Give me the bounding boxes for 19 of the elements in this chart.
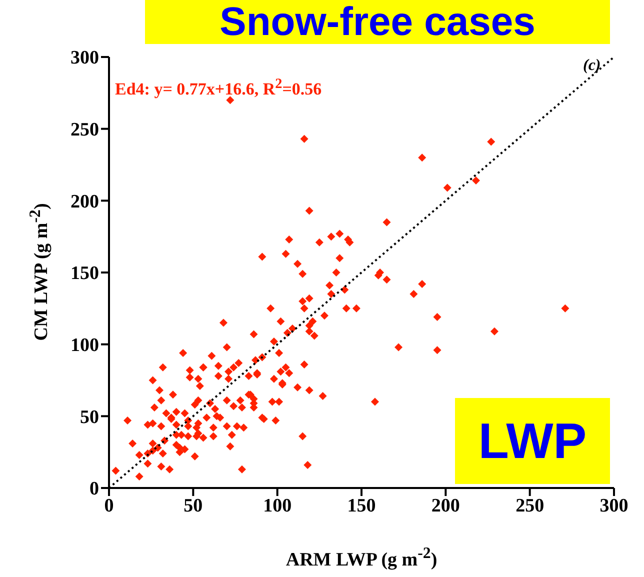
chart-title: Snow-free cases <box>145 0 610 44</box>
y-tick-label: 200 <box>70 191 99 212</box>
annotation: LWP <box>455 398 610 484</box>
y-tick-label: 150 <box>70 263 99 284</box>
y-tick-label: 300 <box>70 48 99 69</box>
y-tick-label: 50 <box>80 406 99 428</box>
annotation: Ed4: y= 0.77x+16.6, R$^{2}$=0.56 <box>115 76 322 100</box>
y-tick-label: 250 <box>70 120 99 141</box>
x-tick-label: 0 <box>104 495 114 516</box>
x-tick-label: 50 <box>184 495 203 516</box>
x-tick-label: 150 <box>347 495 376 516</box>
x-tick-label: 200 <box>431 495 460 516</box>
y-tick-label: 0 <box>90 478 99 500</box>
annotation: (c) <box>583 57 601 75</box>
x-tick-label: 100 <box>263 495 292 516</box>
x-tick-label: 300 <box>600 495 628 516</box>
x-tick-label: 250 <box>516 495 544 516</box>
y-tick-label: 100 <box>70 335 99 356</box>
x-axis-title: ARM LWP (g m$^{-2}$) <box>284 545 438 572</box>
